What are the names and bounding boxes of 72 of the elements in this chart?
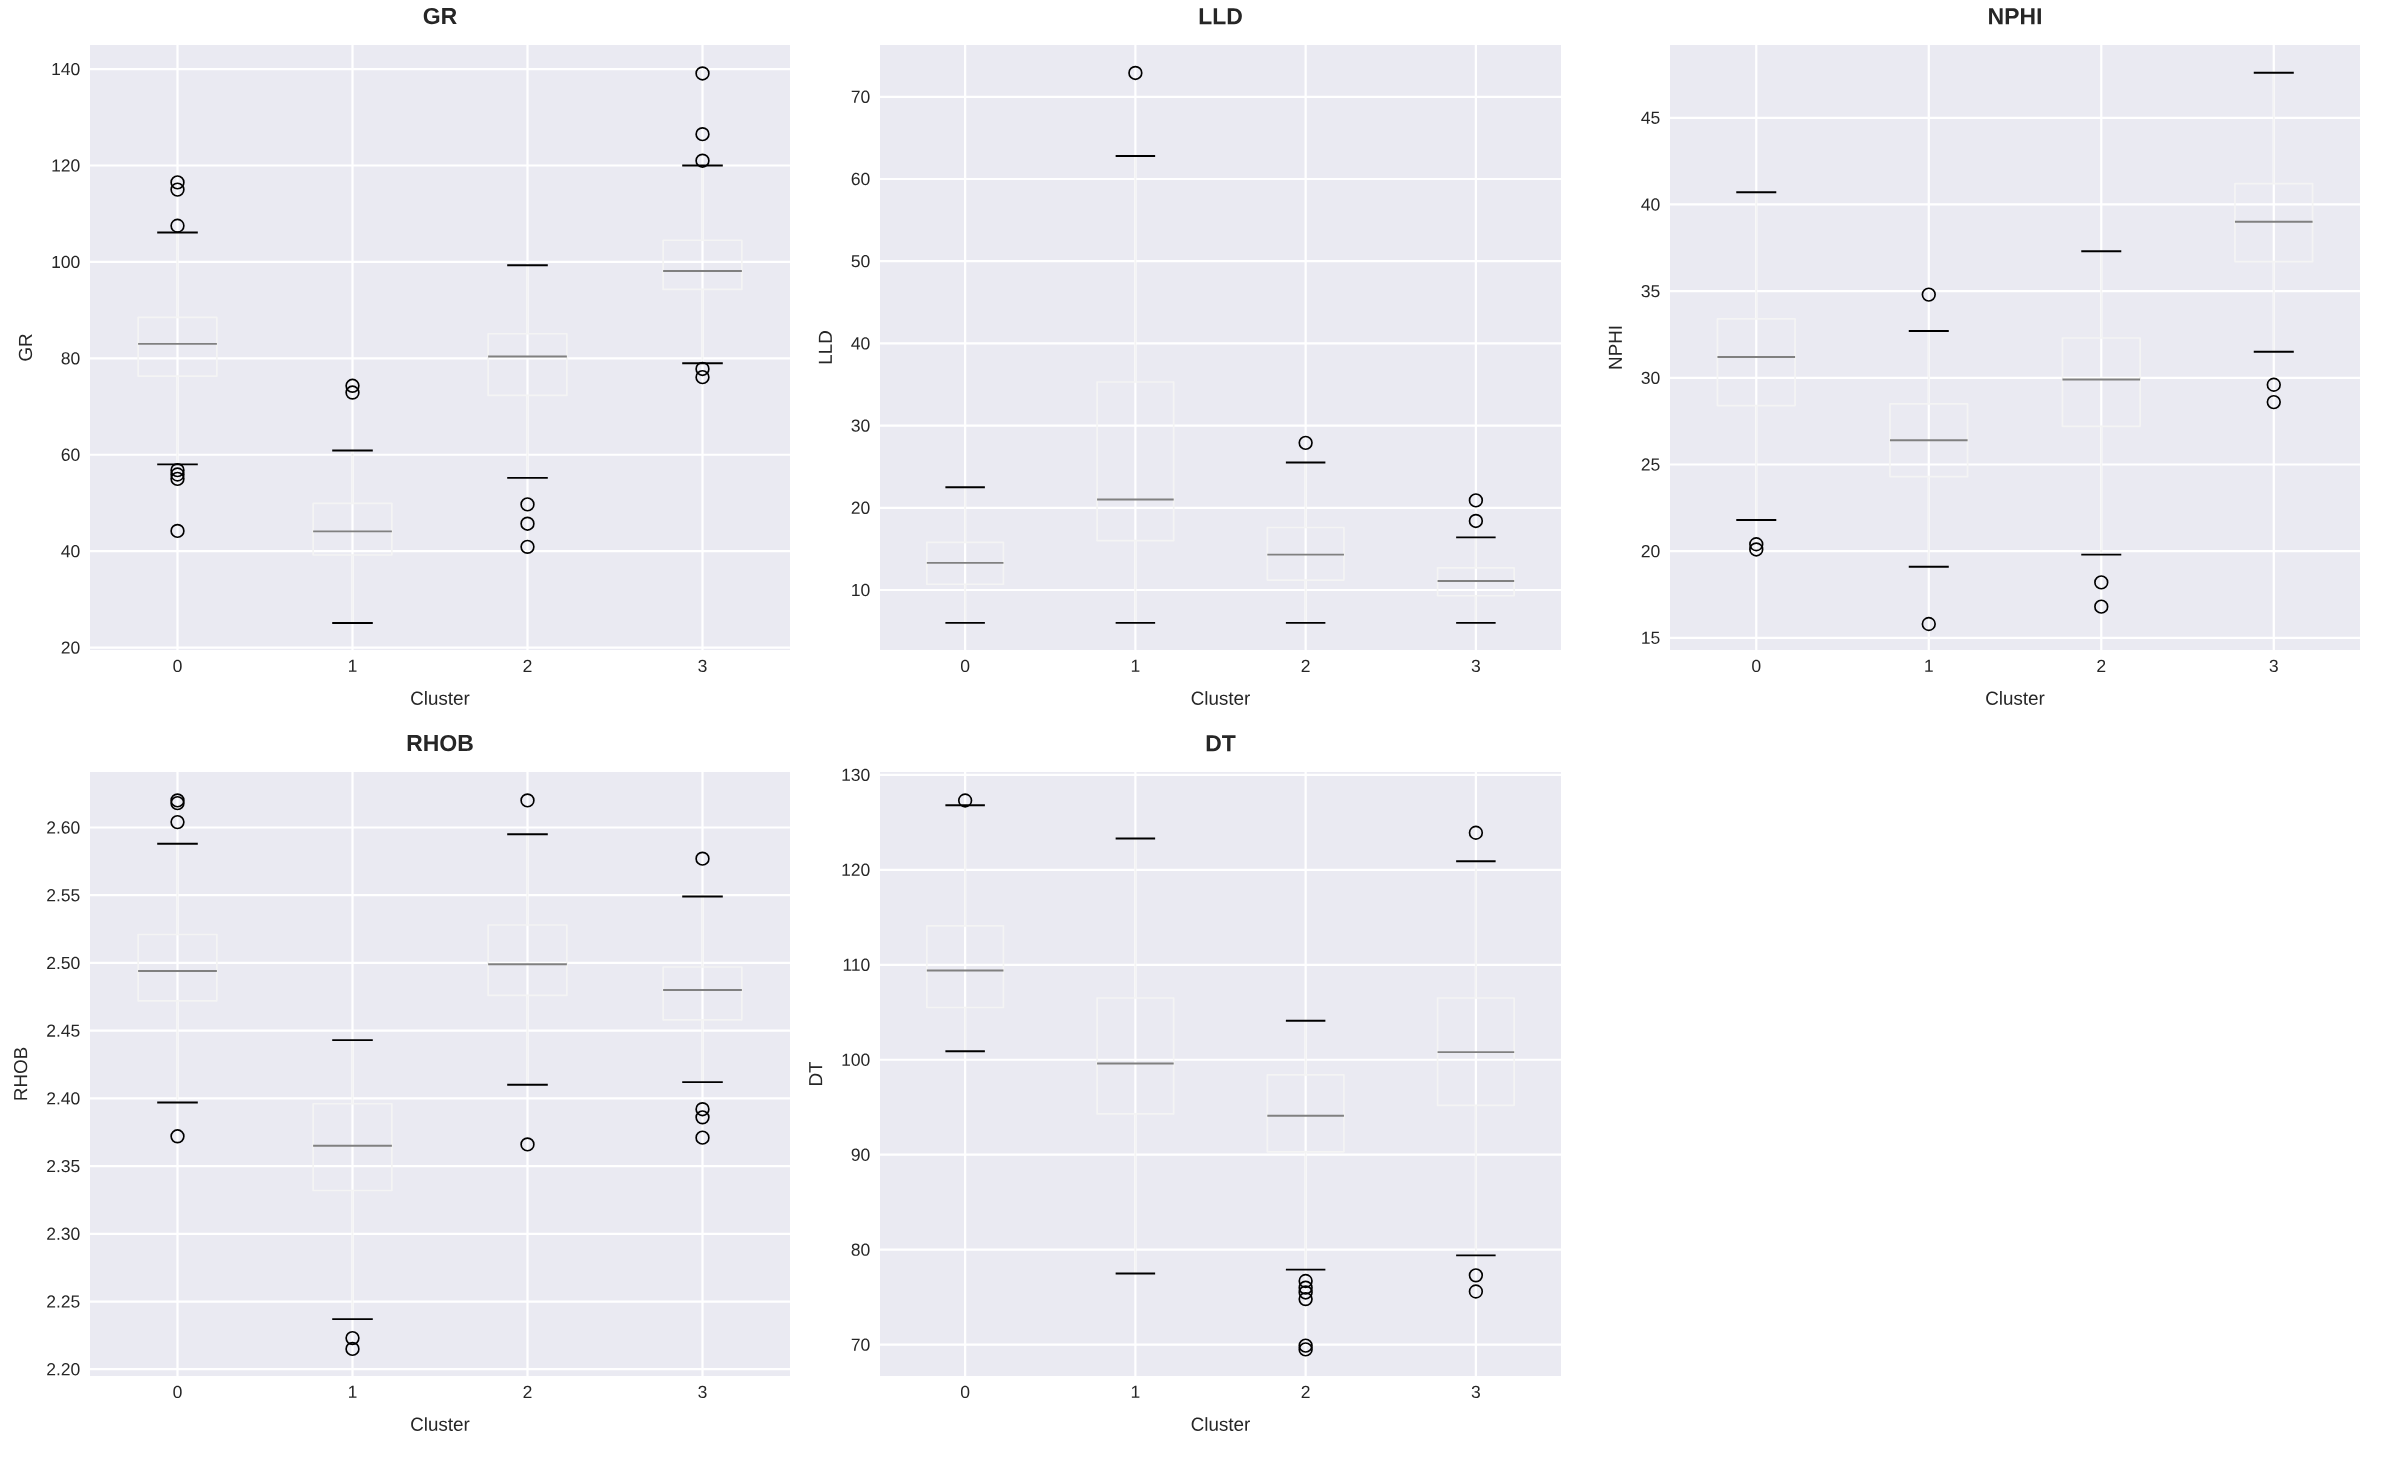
x-tick-label: 1 — [1925, 659, 1933, 672]
x-axis-title: Cluster — [1986, 691, 2045, 705]
y-tick-label: 120 — [52, 159, 80, 172]
y-tick-label: 80 — [61, 352, 80, 365]
y-axis-title: RHOB — [13, 1047, 28, 1100]
y-axis-title: LLD — [818, 331, 832, 364]
x-tick-label: 2 — [1301, 1385, 1310, 1398]
y-tick-label: 2.40 — [47, 1092, 80, 1105]
y-tick-label: 10 — [852, 583, 870, 597]
x-tick-label: 2 — [523, 659, 532, 672]
y-tick-label: 130 — [842, 768, 870, 782]
x-tick-label: 3 — [1471, 1385, 1480, 1399]
y-axis-title: DT — [809, 1061, 823, 1085]
y-tick-label: 20 — [1641, 544, 1660, 558]
x-tick-label: 3 — [698, 1385, 707, 1399]
y-tick-label: 20 — [851, 501, 870, 514]
y-tick-label: 80 — [851, 1243, 870, 1256]
chart-title: GR — [423, 7, 457, 25]
x-tick-label: 0 — [173, 659, 182, 673]
x-tick-label: 2 — [523, 1385, 532, 1398]
y-tick-label: 2.35 — [47, 1159, 80, 1173]
chart-title: RHOB — [407, 734, 473, 752]
x-tick-label: 1 — [1131, 1385, 1140, 1398]
y-tick-label: 100 — [52, 255, 80, 269]
x-axis-title: Cluster — [411, 691, 470, 705]
y-tick-label: 120 — [842, 863, 870, 876]
y-tick-label: 40 — [851, 337, 870, 350]
y-axis-title: NPHI — [1608, 326, 1622, 369]
y-tick-label: 45 — [1641, 111, 1660, 124]
y-tick-label: 15 — [1642, 631, 1660, 644]
y-tick-label: 70 — [851, 90, 870, 103]
x-tick-label: 0 — [173, 1385, 182, 1399]
chart-title: LLD — [1199, 8, 1242, 25]
x-tick-label: 1 — [1131, 659, 1140, 672]
x-axis-title: Cluster — [411, 1417, 470, 1431]
y-tick-label: 35 — [1641, 284, 1660, 298]
y-tick-label: 30 — [1641, 371, 1660, 384]
y-tick-label: 60 — [851, 172, 870, 186]
x-tick-label: 2 — [2097, 659, 2106, 672]
y-tick-label: 50 — [851, 254, 870, 268]
chart-title: NPHI — [1989, 8, 2041, 25]
y-tick-label: 2.55 — [47, 889, 80, 902]
y-tick-label: 110 — [843, 958, 870, 971]
chart-title: DT — [1206, 735, 1236, 752]
x-tick-label: 2 — [1301, 659, 1310, 672]
x-tick-label: 3 — [1471, 659, 1480, 673]
y-tick-label: 25 — [1641, 458, 1660, 471]
y-tick-label: 90 — [851, 1148, 870, 1161]
x-tick-label: 0 — [960, 659, 970, 673]
x-tick-label: 3 — [698, 659, 707, 673]
y-tick-label: 20 — [61, 641, 80, 654]
y-tick-label: 100 — [842, 1053, 870, 1066]
y-tick-label: 140 — [52, 62, 80, 76]
y-axis-title: GR — [18, 334, 33, 361]
y-tick-label: 2.20 — [47, 1363, 80, 1376]
y-tick-label: 40 — [61, 544, 80, 558]
y-tick-label: 2.45 — [47, 1024, 80, 1037]
x-tick-label: 1 — [349, 659, 357, 672]
x-tick-label: 3 — [2269, 659, 2278, 673]
y-tick-label: 40 — [1641, 198, 1660, 211]
y-tick-label: 2.60 — [47, 821, 80, 834]
y-tick-label: 30 — [851, 419, 870, 432]
x-axis-title: Cluster — [1191, 1417, 1250, 1431]
y-tick-label: 2.25 — [47, 1295, 80, 1308]
x-tick-label: 1 — [349, 1385, 357, 1398]
y-tick-label: 60 — [61, 448, 80, 461]
y-tick-label: 70 — [851, 1338, 870, 1351]
x-tick-label: 0 — [1752, 659, 1761, 673]
x-axis-title: Cluster — [1191, 691, 1250, 705]
x-tick-label: 0 — [960, 1385, 970, 1399]
y-tick-label: 2.50 — [47, 956, 80, 970]
y-tick-label: 2.30 — [47, 1227, 80, 1240]
